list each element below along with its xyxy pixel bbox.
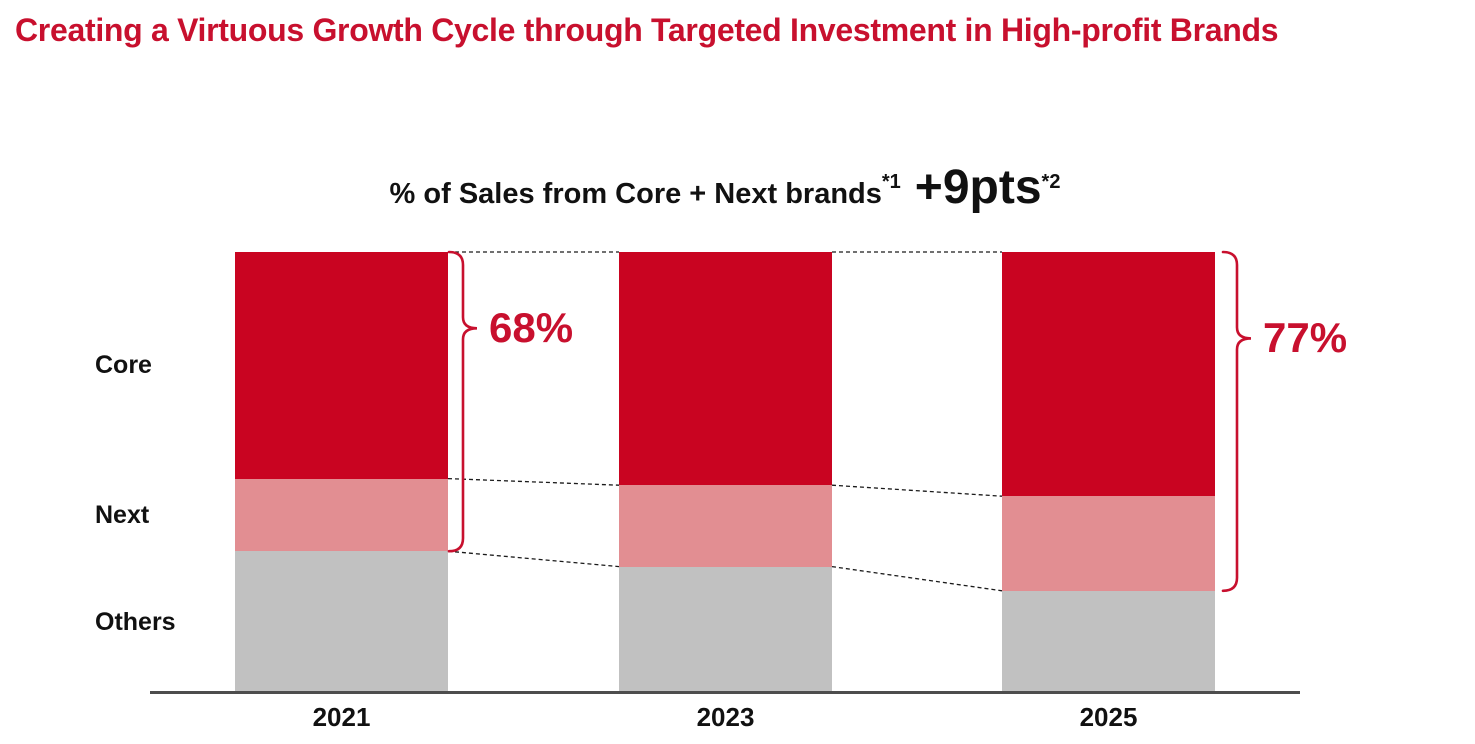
connector-dashed-line (447, 477, 620, 486)
row-label-next: Next (95, 500, 150, 529)
row-label-core: Core (95, 351, 152, 380)
bar-segment-next (1002, 496, 1215, 591)
bar-segment-core (235, 252, 448, 479)
page-title: Creating a Virtuous Growth Cycle through… (15, 12, 1279, 48)
brace-2021 (447, 250, 478, 553)
connector-dashed-line (447, 550, 620, 568)
headline-delta: +9pts (914, 161, 1042, 214)
footnote-ref-1: *1 (881, 171, 901, 193)
row-label-others: Others (95, 607, 176, 636)
connector-dashed-line (831, 484, 1003, 497)
brace-2025 (1221, 250, 1252, 593)
x-axis-line (150, 691, 1300, 694)
bar-2025 (1002, 252, 1215, 692)
x-axis-label: 2023 (696, 702, 755, 732)
connector-dashed-line (831, 565, 1003, 592)
chart-title-text: % of Sales from Core + Next brands (389, 178, 882, 210)
chart-title: % of Sales from Core + Next brands*1 +9pt… (150, 160, 1300, 215)
bar-segment-core (1002, 252, 1215, 497)
pct-label-2021: 68% (489, 304, 574, 352)
bar-2021 (235, 252, 448, 692)
bar-segment-others (1002, 590, 1215, 692)
bar-segment-next (235, 478, 448, 552)
bar-segment-next (619, 485, 832, 567)
bar-2023 (619, 252, 832, 692)
x-axis-label: 2025 (1079, 702, 1138, 732)
bar-segment-others (619, 566, 832, 692)
x-axis-label: 2021 (312, 702, 371, 732)
footnote-ref-2: *2 (1041, 171, 1061, 193)
pct-label-2025: 77% (1263, 314, 1348, 362)
bar-segment-core (619, 252, 832, 486)
bar-segment-others (235, 551, 448, 692)
